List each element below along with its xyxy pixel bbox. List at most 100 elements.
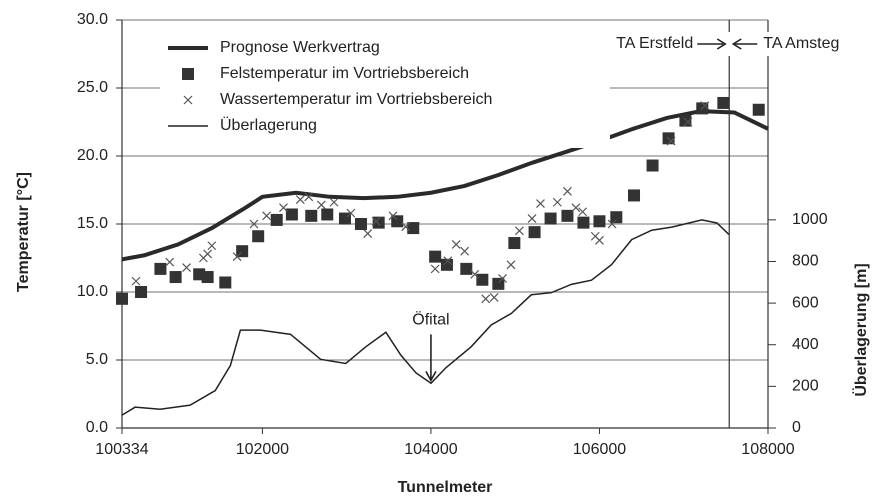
rock-temp-point xyxy=(628,189,641,202)
prognose-line xyxy=(121,109,769,262)
y-tick-label: 0.0 xyxy=(86,419,108,436)
y-tick-label: 10.0 xyxy=(77,283,108,300)
x-tick-label: 100334 xyxy=(95,441,148,458)
water-temp-point xyxy=(165,257,175,267)
water-temp-point xyxy=(232,252,242,262)
rock-temp-point xyxy=(270,213,283,226)
water-temp-point xyxy=(683,117,693,127)
water-temp-point xyxy=(666,136,676,146)
rock-temp-point xyxy=(460,262,473,275)
y-tick-label: 20.0 xyxy=(77,147,108,164)
legend-label: Felstemperatur im Vortriebsbereich xyxy=(220,65,469,82)
rock-temp-point xyxy=(154,262,167,275)
rock-temp-point xyxy=(679,114,692,127)
water-temp-point xyxy=(498,273,507,283)
y2-tick-label: 800 xyxy=(792,253,819,270)
rock-temp-point xyxy=(717,96,730,109)
water-temp-point xyxy=(430,264,440,274)
water-temp-point xyxy=(371,216,381,226)
legend-symbol xyxy=(183,95,193,105)
water-temp-point xyxy=(514,226,524,236)
water-temp-point xyxy=(131,276,141,286)
legend-label: Überlagerung xyxy=(220,116,317,134)
rock-temp-point xyxy=(321,208,334,221)
legend-label: Wassertemperatur im Vortriebsbereich xyxy=(220,91,492,108)
y-axis-title: Temperatur [°C] xyxy=(15,172,32,292)
rock-temp-point xyxy=(429,250,442,263)
y2-axis-title: Überlagerung [m] xyxy=(851,263,870,396)
water-temp-point xyxy=(203,249,213,259)
water-temp-point xyxy=(249,219,259,229)
rock-temp-point xyxy=(752,103,765,116)
arrow-right xyxy=(697,38,727,50)
legend-symbol xyxy=(182,68,194,80)
y2-tick-label: 1000 xyxy=(792,211,828,228)
rock-temp-point xyxy=(646,159,659,172)
rock-temp-point xyxy=(476,273,489,286)
water-temp-point xyxy=(470,269,480,279)
overburden-line xyxy=(121,219,730,416)
rock-temp-point xyxy=(116,292,128,305)
y2-tick-label: 600 xyxy=(792,294,819,311)
legend-label: Prognose Werkvertrag xyxy=(220,39,380,56)
water-temp-point xyxy=(304,192,314,202)
vline-label-bg xyxy=(579,32,810,56)
rock-temp-point xyxy=(285,208,298,221)
y-tick-label: 5.0 xyxy=(86,351,108,368)
rock-temp-point xyxy=(528,226,541,239)
water-temp-point xyxy=(460,246,470,256)
rock-temp-point xyxy=(201,271,214,284)
y2-tick-label: 400 xyxy=(792,336,819,353)
arrow-left xyxy=(731,38,758,50)
rock-temp-point xyxy=(305,209,318,222)
water-temp-point xyxy=(489,293,499,302)
y-tick-label: 15.0 xyxy=(77,215,108,232)
vline-right-label: TA Amsteg xyxy=(763,35,839,52)
water-temp-point xyxy=(388,211,398,221)
rock-temp-point xyxy=(492,277,505,290)
rock-temp-point xyxy=(252,230,265,243)
water-temp-point xyxy=(182,263,191,272)
water-temp-point xyxy=(481,294,491,304)
rock-temp-point xyxy=(561,209,574,222)
y2-tick-label: 200 xyxy=(792,378,819,395)
rock-temp-point xyxy=(577,216,590,229)
x-tick-label: 106000 xyxy=(573,441,626,458)
water-temp-point xyxy=(527,214,537,223)
x-tick-label: 102000 xyxy=(236,441,289,458)
water-temp-point xyxy=(329,197,339,207)
water-temp-point xyxy=(346,208,356,218)
water-temp-point xyxy=(451,239,461,249)
y-tick-label: 30.0 xyxy=(77,11,108,28)
water-temp-point xyxy=(295,195,305,204)
rock-temp-point xyxy=(372,216,385,229)
water-temp-point xyxy=(316,200,326,210)
water-temp-point xyxy=(506,260,516,270)
water-temp-point xyxy=(207,241,217,251)
rock-temp-point xyxy=(354,218,367,230)
x-axis-title: Tunnelmeter xyxy=(398,479,493,496)
annotation-arrow xyxy=(425,334,437,383)
annotation-label: Öfital xyxy=(412,311,449,329)
water-temp-point xyxy=(443,256,453,266)
rock-temp-point xyxy=(508,237,521,250)
water-temp-point xyxy=(536,199,545,209)
rock-temp-point xyxy=(407,222,420,235)
rock-temp-point xyxy=(169,271,182,284)
rock-temp-point xyxy=(544,212,557,225)
rock-temp-point xyxy=(440,258,453,271)
water-temp-point xyxy=(552,197,562,207)
legend-bg xyxy=(160,34,610,148)
rock-temp-point xyxy=(610,211,623,224)
water-temp-point xyxy=(595,235,604,245)
water-temp-point xyxy=(563,186,572,196)
water-temp-point xyxy=(262,211,272,221)
x-tick-label: 108000 xyxy=(741,441,794,458)
y2-tick-label: 0 xyxy=(792,419,801,436)
water-temp-point xyxy=(279,203,288,213)
rock-temp-point xyxy=(593,215,606,228)
water-temp-point xyxy=(700,101,710,111)
water-temp-point xyxy=(578,207,588,217)
x-tick-label: 104000 xyxy=(404,441,457,458)
